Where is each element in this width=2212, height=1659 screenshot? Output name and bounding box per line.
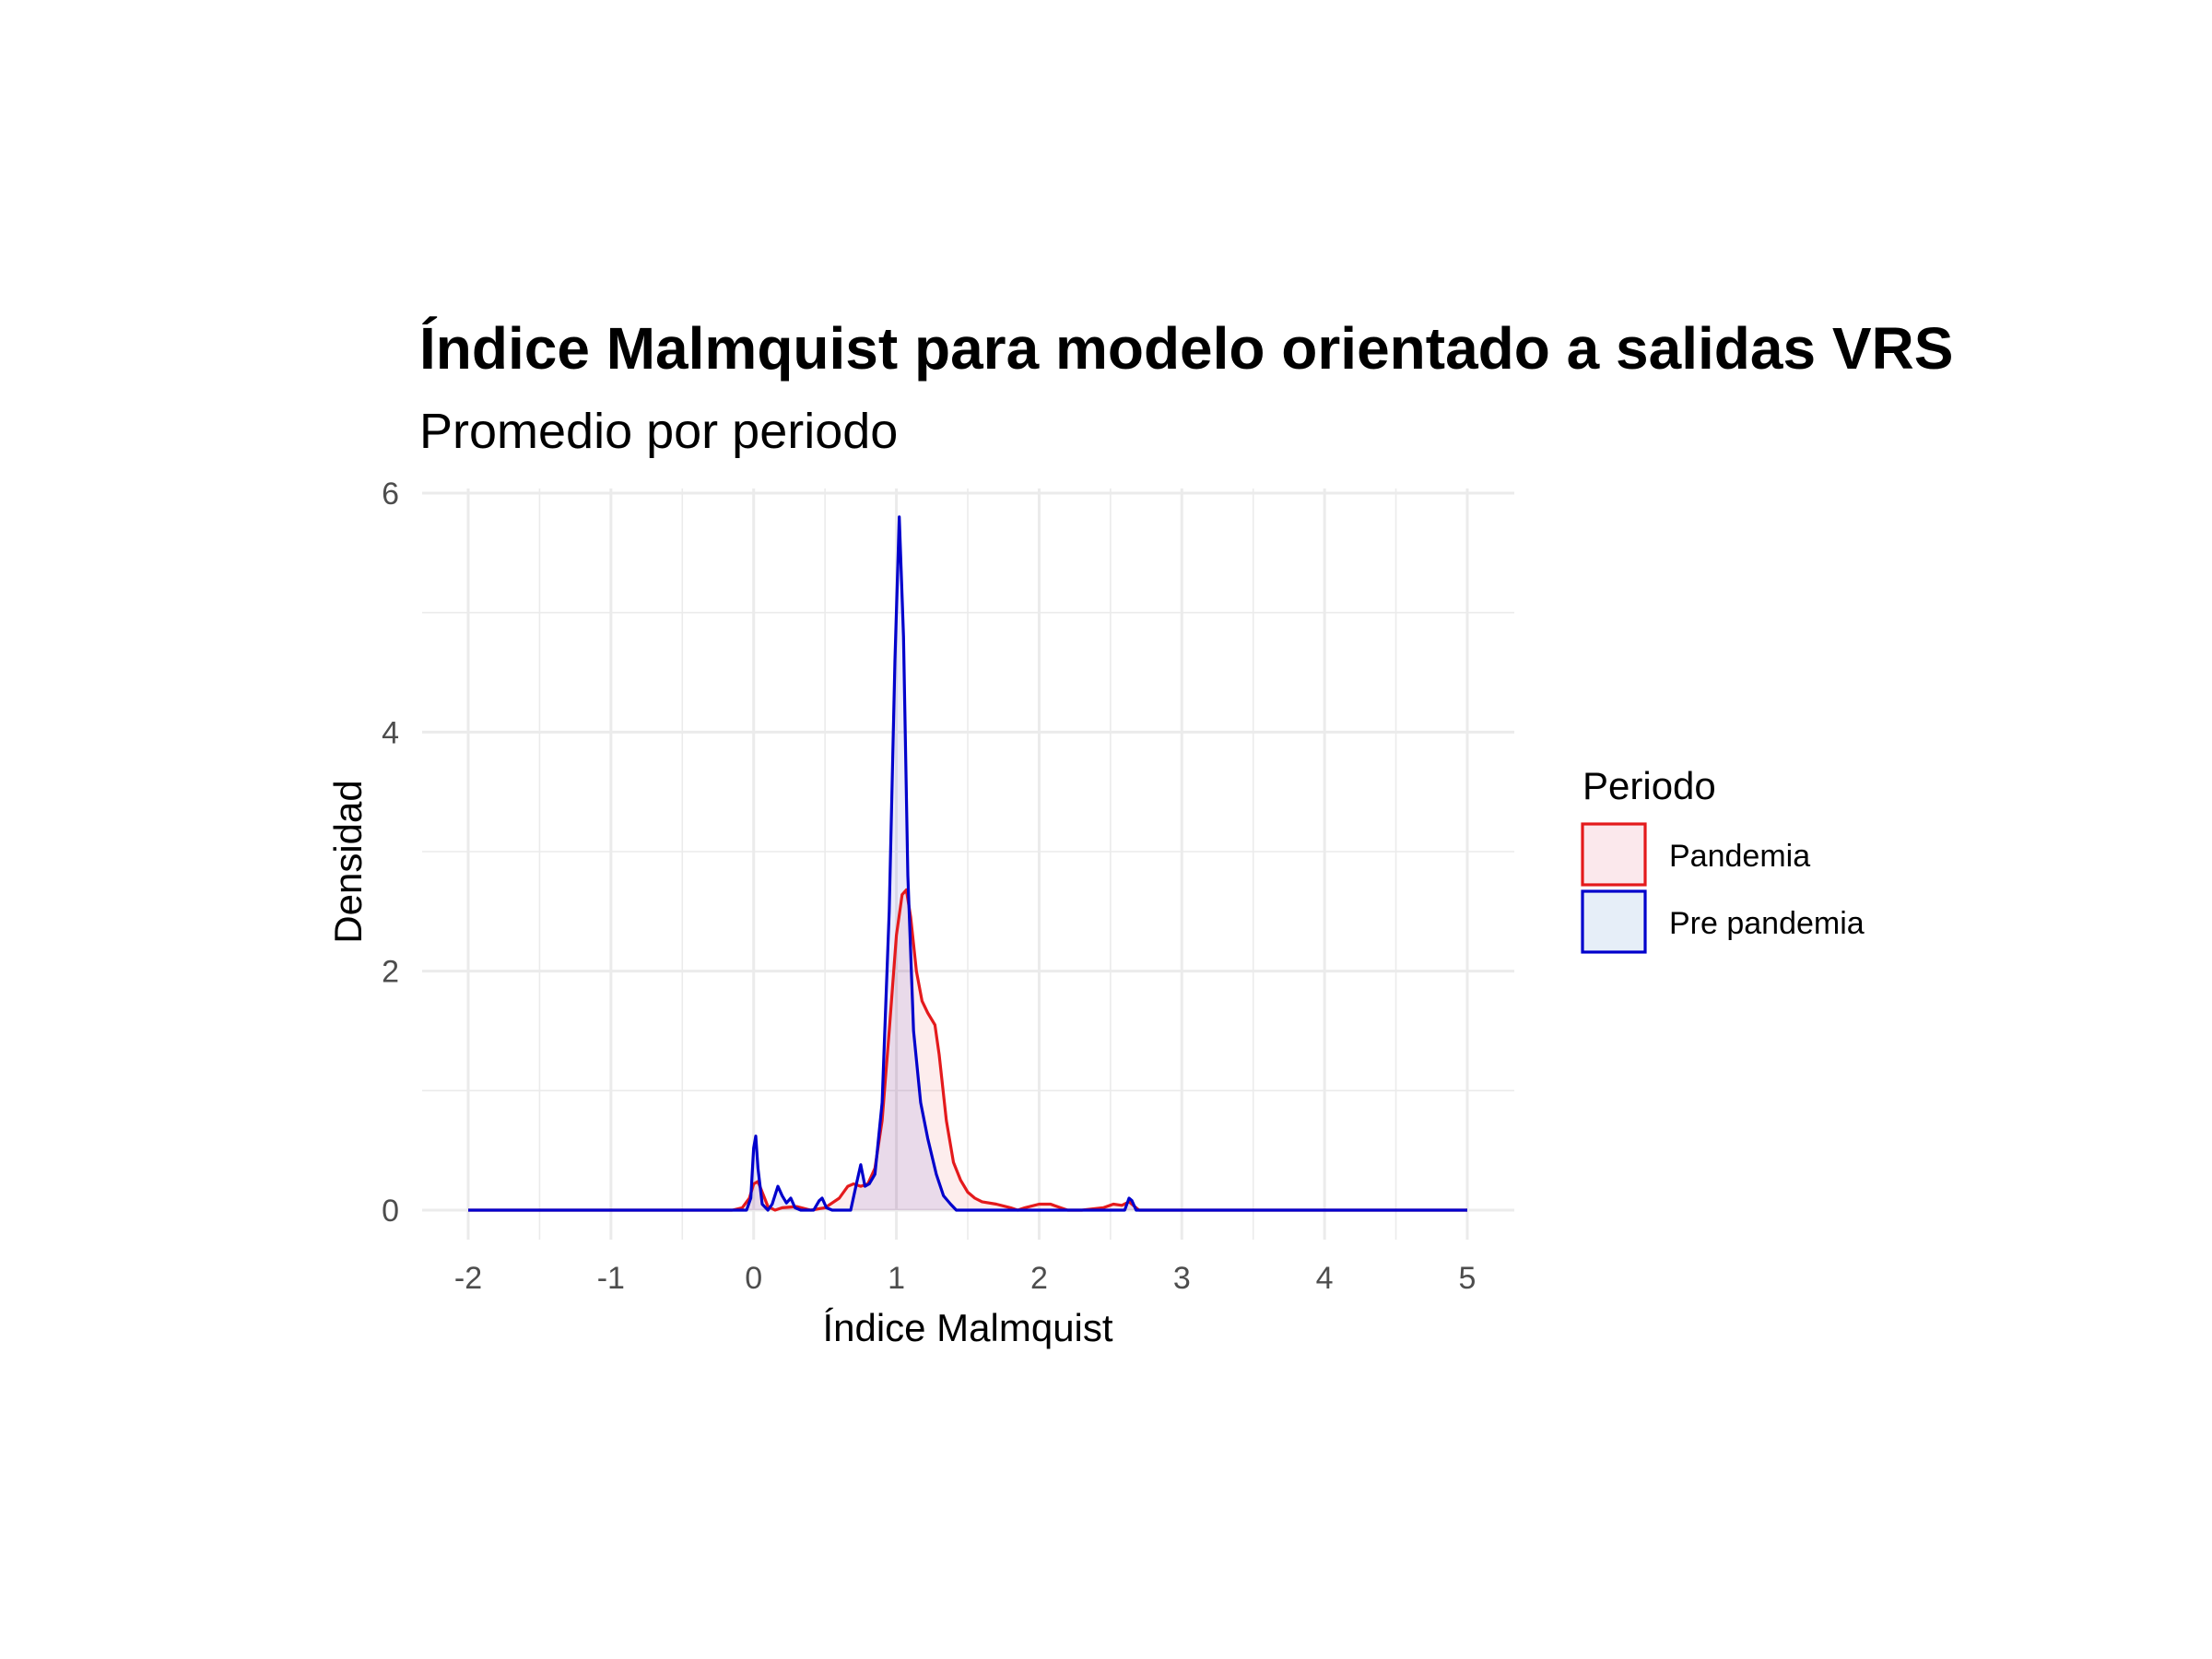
- axis-ticks: -2 -1 0 1 2 3 4 5 0 2 4 6: [382, 477, 1476, 1296]
- y-tick-label: 4: [382, 715, 399, 750]
- x-tick-label: 2: [1030, 1261, 1048, 1296]
- x-tick-label: 1: [888, 1261, 905, 1296]
- density-line-pre-pandemia: [468, 515, 1467, 1212]
- density-series: [468, 515, 1467, 1212]
- density-lines: [468, 515, 1467, 1212]
- y-tick-label: 2: [382, 955, 399, 990]
- x-tick-label: -1: [597, 1261, 625, 1296]
- y-tick-label: 6: [382, 477, 399, 512]
- x-tick-label: 4: [1316, 1261, 1334, 1296]
- legend-key: [1581, 822, 1647, 887]
- y-tick-label: 0: [382, 1194, 399, 1229]
- legend-key: [1581, 889, 1647, 954]
- y-axis-label: Densidad: [326, 780, 370, 943]
- x-tick-label: 5: [1459, 1261, 1477, 1296]
- legend-label: Pandemia: [1669, 839, 1810, 874]
- chart-title: Índice Malmquist para modelo orientado a…: [419, 315, 1953, 382]
- x-tick-label: 0: [745, 1261, 762, 1296]
- x-tick-label: -2: [454, 1261, 482, 1296]
- x-axis-label: Índice Malmquist: [822, 1306, 1112, 1349]
- grid: [422, 488, 1514, 1240]
- legend-item: Pre pandemia: [1581, 889, 1865, 954]
- legend-items: Pandemia Pre pandemia: [1581, 822, 1865, 954]
- legend: Periodo Pandemia Pre pandemia: [1581, 764, 1865, 954]
- legend-title: Periodo: [1583, 764, 1716, 807]
- chart-subtitle: Promedio por periodo: [419, 404, 898, 459]
- x-tick-label: 3: [1173, 1261, 1191, 1296]
- legend-label: Pre pandemia: [1669, 906, 1865, 941]
- legend-item: Pandemia: [1581, 822, 1810, 887]
